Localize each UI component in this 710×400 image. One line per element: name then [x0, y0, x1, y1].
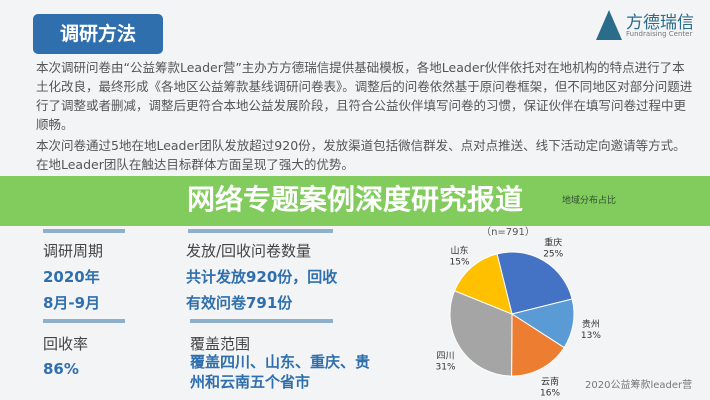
divider [43, 229, 125, 233]
pie-category-label: 重庆 [544, 236, 562, 248]
logo: 方德瑞信 Fundraising Center [596, 6, 706, 46]
pie-category-label: 云南 [541, 375, 559, 387]
logo-name: 方德瑞信 [626, 13, 694, 33]
stat-value-coverage-2: 州和云南五个省市 [190, 373, 311, 391]
stat-value-sent: 共计发放920份，回收 [186, 268, 338, 286]
distribution-paragraph: 本次问卷通过5地在地Leader团队发放超过920份，发放渠道包括微信群发、点对… [36, 138, 686, 172]
divider [188, 229, 333, 233]
pie-category-label: 山东 [451, 245, 469, 257]
pie-category-label: 贵州 [582, 318, 600, 330]
pie-value-label: 15% [450, 258, 470, 268]
stat-label-count: 发放/回收问卷数量 [186, 242, 312, 260]
divider [43, 319, 125, 323]
banner [0, 176, 710, 226]
pie-category-label: 四川 [437, 352, 455, 362]
pie-slice-重庆 [496, 251, 573, 315]
chart-title: 地域分布占比 [562, 196, 617, 206]
chart-subtitle: （n=791） [481, 227, 535, 238]
stat-value-coverage-1: 覆盖四川、山东、重庆、贵 [190, 353, 371, 371]
stat-value-rate: 86% [43, 360, 79, 378]
logo-mark-icon [596, 10, 622, 40]
pie-slice-山东 [453, 253, 513, 315]
pie-value-label: 25% [543, 249, 563, 259]
pie-value-label: 31% [436, 363, 456, 373]
stat-label-coverage: 覆盖范围 [190, 335, 251, 353]
section-title: 调研方法 [33, 14, 163, 54]
footer-text: 2020公益筹款leader营 [585, 380, 693, 391]
pie-slice-四川 [449, 290, 513, 377]
pie-slice-云南 [511, 313, 565, 377]
pie-value-label: 16% [540, 388, 560, 398]
intro-paragraph: 本次调研问卷由“公益筹款Leader营”主办方方德瑞信提供基础模板，各地Lead… [36, 60, 693, 132]
pie-value-label: 13% [581, 331, 601, 341]
divider [190, 319, 333, 323]
logo-subtitle: Fundraising Center [626, 30, 693, 38]
stat-value-months: 8月-9月 [43, 294, 101, 312]
stat-value-valid: 有效问卷791份 [186, 294, 293, 312]
stat-label-rate: 回收率 [43, 335, 89, 353]
stat-label-period: 调研周期 [43, 242, 104, 260]
stat-value-year: 2020年 [43, 268, 100, 286]
